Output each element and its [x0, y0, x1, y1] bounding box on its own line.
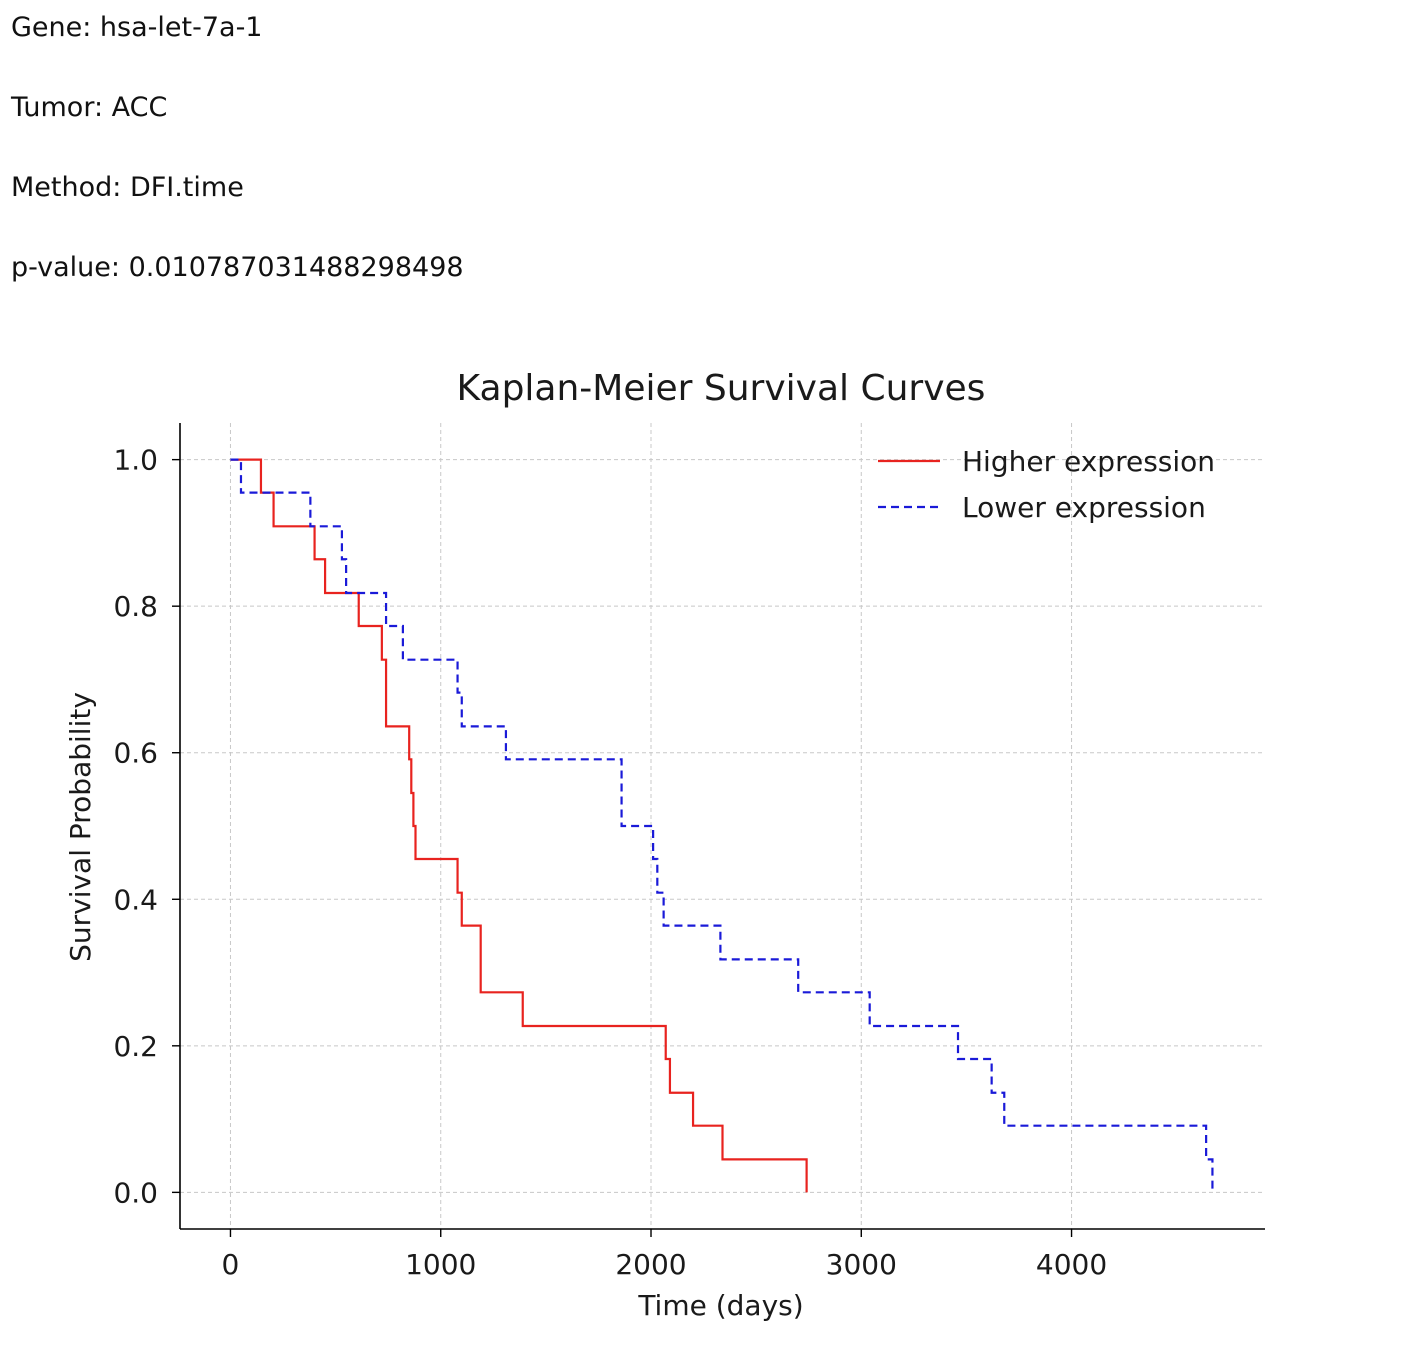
- y-tick-label-1: 0.2: [113, 1030, 158, 1063]
- series-line-1: [230, 458, 1214, 1193]
- x-tick-label-2: 2000: [615, 1248, 686, 1281]
- chart-title: Kaplan-Meier Survival Curves: [457, 368, 986, 409]
- pvalue-label: p-value: 0.010787031488298498: [11, 252, 464, 283]
- x-axis-label: Time (days): [637, 1289, 803, 1322]
- x-tick-label-0: 0: [222, 1248, 240, 1281]
- legend-label-0: Higher expression: [962, 445, 1215, 478]
- y-tick-label-3: 0.6: [113, 737, 158, 770]
- y-axis-label: Survival Probability: [64, 692, 97, 962]
- y-tick-label-5: 1.0: [113, 444, 158, 477]
- tick-labels: 0 1000 2000 3000 4000 0.0 0.2 0.4 0.6 0.8 1.0: [113, 444, 1107, 1281]
- grid-lines: [180, 423, 1265, 1229]
- y-tick-label-2: 0.4: [113, 883, 158, 916]
- legend: Higher expression Lower expression: [878, 445, 1215, 524]
- method-label: Method: DFI.time: [11, 172, 244, 203]
- legend-label-1: Lower expression: [962, 491, 1206, 524]
- series-group: [230, 458, 1214, 1193]
- x-tick-label-4: 4000: [1036, 1248, 1107, 1281]
- y-tick-label-0: 0.0: [113, 1176, 158, 1209]
- x-tick-label-1: 1000: [405, 1248, 476, 1281]
- y-tick-label-4: 0.8: [113, 590, 158, 623]
- x-tick-label-3: 3000: [826, 1248, 897, 1281]
- tumor-label: Tumor: ACC: [11, 92, 168, 123]
- km-survival-chart: Kaplan-Meier Survival Curves 0 1000 2000 30…: [64, 368, 1265, 1322]
- series-line-0: [230, 458, 808, 1193]
- gene-label: Gene: hsa-let-7a-1: [11, 12, 263, 43]
- axes: [179, 423, 1265, 1230]
